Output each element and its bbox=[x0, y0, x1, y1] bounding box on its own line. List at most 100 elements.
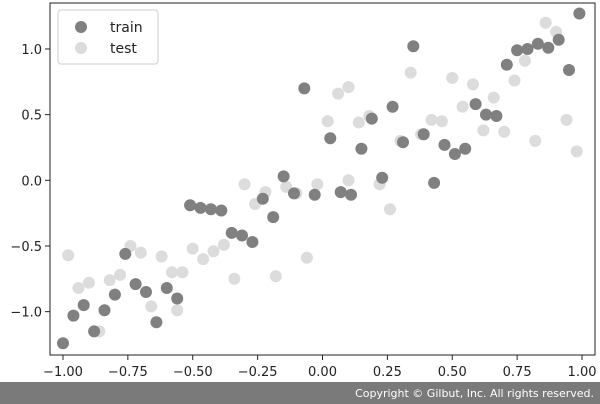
y-tick-label: 0.5 bbox=[21, 109, 42, 124]
x-tick-label: −0.25 bbox=[238, 365, 278, 380]
train-point bbox=[324, 132, 337, 145]
test-point bbox=[62, 249, 75, 262]
train-point bbox=[140, 286, 152, 298]
test-point bbox=[342, 174, 355, 187]
test-point bbox=[539, 16, 552, 29]
test-point bbox=[467, 78, 479, 91]
train-point bbox=[204, 203, 217, 216]
y-axis: −1.0 −0.5 0.0 0.5 1.0 bbox=[10, 43, 50, 321]
test-point bbox=[82, 276, 95, 289]
train-point bbox=[184, 199, 197, 212]
test-point bbox=[456, 100, 469, 113]
test-point bbox=[508, 74, 521, 87]
test-point bbox=[114, 268, 127, 281]
train-point bbox=[334, 186, 347, 199]
test-point bbox=[321, 115, 334, 128]
train-point bbox=[469, 98, 482, 111]
train-point bbox=[480, 108, 492, 121]
train-point bbox=[194, 201, 207, 214]
train-point bbox=[511, 44, 524, 57]
legend: train test bbox=[57, 9, 159, 65]
x-tick-label: 1.00 bbox=[568, 365, 597, 380]
test-point bbox=[72, 282, 85, 294]
y-tick-label: −1.0 bbox=[10, 306, 42, 321]
test-point bbox=[155, 250, 168, 263]
train-point bbox=[88, 325, 101, 338]
test-point bbox=[207, 245, 220, 258]
train-point bbox=[563, 64, 575, 76]
train-point bbox=[417, 128, 430, 141]
train-point bbox=[397, 136, 409, 149]
y-tick-label: 0.0 bbox=[21, 174, 42, 189]
train-point bbox=[277, 170, 290, 183]
train-point bbox=[267, 211, 280, 224]
train-point bbox=[108, 288, 121, 301]
test-point bbox=[217, 238, 230, 251]
legend-label-test: test bbox=[110, 41, 137, 57]
x-tick-label: 0.25 bbox=[373, 365, 402, 380]
scatter-chart: −1.00 −0.75 −0.50 −0.25 0.00 0.25 0.50 0.75 1.00… bbox=[10, 2, 597, 380]
test-point bbox=[134, 246, 147, 259]
train-point bbox=[521, 43, 534, 55]
train-point bbox=[225, 226, 238, 239]
points-layer bbox=[57, 7, 586, 350]
train-point bbox=[67, 309, 80, 322]
test-point bbox=[176, 266, 189, 279]
x-tick-label: −0.75 bbox=[108, 365, 148, 380]
train-point bbox=[552, 33, 565, 46]
test-point bbox=[518, 54, 531, 67]
test-point bbox=[342, 81, 355, 94]
test-point bbox=[171, 304, 184, 317]
train-point bbox=[256, 192, 269, 205]
test-point bbox=[446, 71, 459, 84]
copyright-text: Copyright © Gilbut, Inc. All rights rese… bbox=[355, 386, 594, 400]
test-point bbox=[384, 203, 396, 216]
x-tick-label: −1.00 bbox=[43, 365, 83, 380]
legend-box bbox=[57, 9, 159, 65]
train-point bbox=[365, 112, 378, 125]
x-tick-label: 0.50 bbox=[438, 365, 467, 380]
test-point bbox=[300, 251, 313, 264]
train-point bbox=[407, 40, 420, 53]
x-tick-label: 0.75 bbox=[503, 365, 532, 380]
train-point bbox=[386, 100, 399, 113]
y-tick-label: −0.5 bbox=[10, 240, 42, 255]
test-point bbox=[311, 178, 324, 191]
train-point bbox=[171, 292, 184, 305]
test-point bbox=[269, 270, 282, 283]
test-point bbox=[197, 253, 210, 266]
train-point bbox=[448, 148, 461, 160]
test-point bbox=[570, 145, 583, 158]
legend-marker-test bbox=[75, 42, 87, 54]
x-axis: −1.00 −0.75 −0.50 −0.25 0.00 0.25 0.50 0.75 1.00 bbox=[43, 355, 597, 380]
train-point bbox=[215, 204, 228, 217]
test-point bbox=[425, 113, 438, 126]
train-point bbox=[160, 282, 173, 294]
train-point bbox=[500, 58, 513, 71]
test-point bbox=[332, 87, 345, 100]
copyright-footer: Copyright © Gilbut, Inc. All rights rese… bbox=[0, 382, 600, 404]
train-point bbox=[438, 138, 451, 151]
test-point bbox=[103, 274, 116, 287]
train-point bbox=[150, 316, 163, 329]
test-point bbox=[186, 242, 199, 255]
x-tick-label: 0.00 bbox=[308, 365, 337, 380]
train-point bbox=[288, 187, 300, 200]
train-point bbox=[376, 171, 389, 184]
train-point bbox=[355, 142, 368, 155]
test-point bbox=[228, 272, 241, 285]
train-point bbox=[129, 278, 142, 291]
train-point bbox=[308, 188, 321, 201]
train-point bbox=[531, 37, 544, 50]
train-point bbox=[490, 110, 503, 122]
test-point bbox=[435, 115, 448, 128]
train-point bbox=[459, 142, 472, 155]
train-point bbox=[345, 188, 357, 201]
train-point bbox=[428, 176, 441, 189]
train-point bbox=[236, 229, 248, 242]
test-point bbox=[145, 300, 158, 313]
test-point bbox=[477, 124, 490, 137]
test-point bbox=[352, 116, 365, 129]
train-point bbox=[246, 236, 259, 248]
train-point bbox=[298, 82, 311, 95]
